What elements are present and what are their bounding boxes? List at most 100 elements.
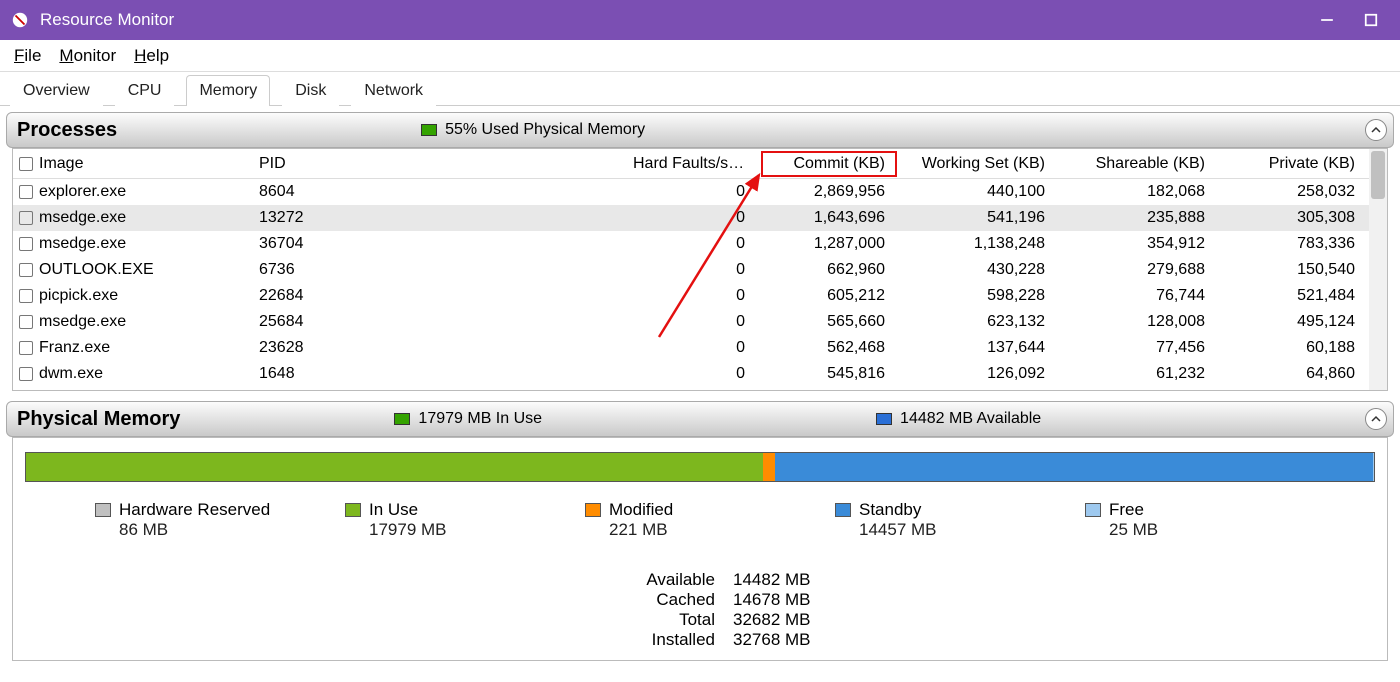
process-image-cell: explorer.exe (19, 183, 259, 201)
cell: 61,232 (1053, 365, 1213, 383)
cell: 8604 (259, 183, 399, 201)
processes-scrollbar[interactable] (1369, 149, 1387, 390)
stat-value: 14678 MB (733, 590, 833, 610)
table-row[interactable]: picpick.exe226840605,212598,22876,744521… (13, 283, 1369, 309)
tab-network[interactable]: Network (351, 75, 436, 106)
row-checkbox[interactable] (19, 237, 33, 251)
legend-label: Hardware Reserved (119, 500, 270, 520)
cell: 13272 (259, 209, 399, 227)
menu-file[interactable]: File (14, 46, 41, 66)
select-all-checkbox[interactable] (19, 157, 33, 171)
titlebar: Resource Monitor (0, 0, 1400, 40)
stat-key: Available (625, 570, 715, 590)
collapse-physical-button[interactable] (1365, 408, 1387, 430)
processes-list: ImagePID Hard Faults/secCommit (KB)Workin… (12, 148, 1388, 391)
legend-value: 14457 MB (859, 520, 937, 540)
tab-overview[interactable]: Overview (10, 75, 103, 106)
physical-memory-header[interactable]: Physical Memory 17979 MB In Use 14482 MB… (6, 401, 1394, 437)
column-header[interactable]: PID (259, 155, 399, 173)
cell: 662,960 (753, 261, 893, 279)
cell: 565,660 (753, 313, 893, 331)
table-row[interactable]: msedge.exe3670401,287,0001,138,248354,91… (13, 231, 1369, 257)
process-image-cell: msedge.exe (19, 209, 259, 227)
process-image-cell: picpick.exe (19, 287, 259, 305)
stat-line: Available14482 MB (625, 570, 1375, 590)
cell: 128,008 (1053, 313, 1213, 331)
memory-usage-icon (421, 124, 437, 136)
menubar: File Monitor Help (0, 40, 1400, 72)
cell: 235,888 (1053, 209, 1213, 227)
cell: 430,228 (893, 261, 1053, 279)
table-row[interactable]: explorer.exe860402,869,956440,100182,068… (13, 179, 1369, 205)
row-checkbox[interactable] (19, 315, 33, 329)
processes-header[interactable]: Processes 55% Used Physical Memory (6, 112, 1394, 148)
cell: 0 (633, 235, 753, 253)
cell: 25684 (259, 313, 399, 331)
row-checkbox[interactable] (19, 185, 33, 199)
collapse-processes-button[interactable] (1365, 119, 1387, 141)
legend-item: Standby14457 MB (835, 500, 937, 540)
cell: 258,032 (1213, 183, 1363, 201)
tab-cpu[interactable]: CPU (115, 75, 175, 106)
column-header[interactable]: Private (KB) (1213, 155, 1363, 173)
column-header[interactable]: Hard Faults/sec (633, 155, 753, 173)
table-row[interactable]: OUTLOOK.EXE67360662,960430,228279,688150… (13, 257, 1369, 283)
cell: 598,228 (893, 287, 1053, 305)
tab-memory[interactable]: Memory (186, 75, 270, 106)
row-checkbox[interactable] (19, 367, 33, 381)
tab-disk[interactable]: Disk (282, 75, 339, 106)
cell: 440,100 (893, 183, 1053, 201)
legend-value: 25 MB (1109, 520, 1158, 540)
column-header[interactable]: Commit (KB) (753, 155, 893, 173)
cell: 0 (633, 209, 753, 227)
column-header[interactable]: Shareable (KB) (1053, 155, 1213, 173)
stat-line: Installed32768 MB (625, 630, 1375, 650)
cell: 126,092 (893, 365, 1053, 383)
cell: 2,869,956 (753, 183, 893, 201)
app-icon (10, 10, 30, 30)
legend-item: Modified221 MB (585, 500, 673, 540)
table-row[interactable]: Franz.exe236280562,468137,64477,45660,18… (13, 335, 1369, 361)
cell: 64,860 (1213, 365, 1363, 383)
stat-key: Total (625, 610, 715, 630)
memory-stats: Available14482 MBCached14678 MBTotal3268… (625, 570, 1375, 650)
memory-segment-modified (763, 453, 775, 481)
process-image-cell: Franz.exe (19, 339, 259, 357)
legend-item: In Use17979 MB (345, 500, 447, 540)
table-row[interactable]: dwm.exe16480545,816126,09261,23264,860 (13, 361, 1369, 387)
legend-label: Free (1109, 500, 1144, 520)
memory-segment-standby (775, 453, 1372, 481)
cell: 1648 (259, 365, 399, 383)
maximize-button[interactable] (1362, 11, 1380, 29)
row-checkbox[interactable] (19, 289, 33, 303)
stat-key: Cached (625, 590, 715, 610)
cell: 623,132 (893, 313, 1053, 331)
legend-label: Modified (609, 500, 673, 520)
menu-help[interactable]: Help (134, 46, 169, 66)
process-image-cell: OUTLOOK.EXE (19, 261, 259, 279)
row-checkbox[interactable] (19, 211, 33, 225)
legend-value: 221 MB (609, 520, 668, 540)
in-use-icon (394, 413, 410, 425)
column-header[interactable]: Image (19, 155, 259, 173)
table-row[interactable]: msedge.exe1327201,643,696541,196235,8883… (13, 205, 1369, 231)
table-row[interactable]: msedge.exe256840565,660623,132128,008495… (13, 309, 1369, 335)
available-icon (876, 413, 892, 425)
column-header[interactable]: Working Set (KB) (893, 155, 1053, 173)
scrollbar-thumb[interactable] (1371, 151, 1385, 199)
cell: 22684 (259, 287, 399, 305)
cell: 0 (633, 261, 753, 279)
table-row[interactable]: msedge.exe382800500,056542,77688,748454,… (13, 387, 1369, 391)
cell: 1,287,000 (753, 235, 893, 253)
menu-monitor[interactable]: Monitor (59, 46, 116, 66)
legend-label: In Use (369, 500, 418, 520)
cell: 23628 (259, 339, 399, 357)
cell: 521,484 (1213, 287, 1363, 305)
memory-segment-free (1373, 453, 1374, 481)
row-checkbox[interactable] (19, 263, 33, 277)
stat-value: 32768 MB (733, 630, 833, 650)
cell: 1,643,696 (753, 209, 893, 227)
row-checkbox[interactable] (19, 341, 33, 355)
in-use-label: 17979 MB In Use (418, 410, 542, 428)
minimize-button[interactable] (1318, 11, 1336, 29)
